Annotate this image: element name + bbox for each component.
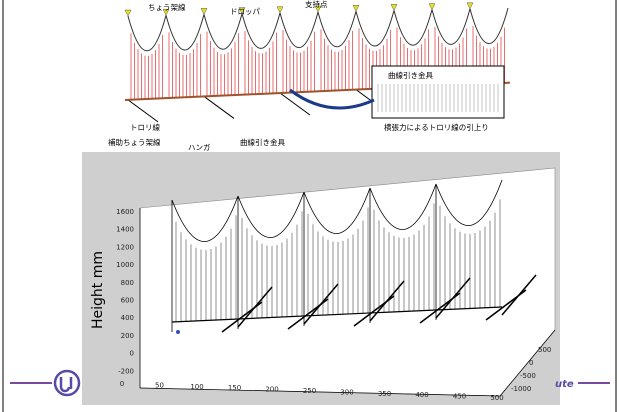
- y-tick-label: -1000: [511, 385, 531, 393]
- y-tick-label: -500: [520, 372, 536, 380]
- label: 補助ちょう架線: [108, 137, 161, 147]
- z-tick-label: 0: [130, 350, 134, 358]
- label: トロリ線: [130, 122, 160, 132]
- y-tick-label: 500: [538, 346, 551, 354]
- x-tick-label: 300: [340, 388, 353, 396]
- x-tick-label: 100: [190, 383, 203, 391]
- x-tick-label: 200: [265, 386, 278, 394]
- x-tick-label: 150: [228, 384, 241, 392]
- x-tick-label: 500: [490, 394, 503, 402]
- x-tick-label: 250: [303, 387, 316, 395]
- footer-text: ute: [555, 379, 574, 390]
- z-tick-label: 1400: [116, 226, 134, 234]
- label: ハンガ: [188, 142, 211, 152]
- label: ちょう架線: [148, 2, 186, 12]
- label: 曲線引き金具: [388, 70, 433, 80]
- x-tick-label: 50: [155, 381, 164, 389]
- x-tick-label: 450: [453, 393, 466, 401]
- label: 曲線引き金具: [240, 137, 285, 147]
- z-tick-label: -200: [118, 367, 134, 375]
- x-tick-label: 0: [120, 380, 124, 388]
- z-tick-label: 800: [121, 279, 134, 287]
- z-tick-label: 1000: [116, 261, 134, 269]
- slide: ちょう架線ドロッパ支持点トロリ線補助ちょう架線ハンガ曲線引き金具曲線引き金具横張…: [0, 0, 619, 412]
- z-tick-label: 1200: [116, 243, 134, 251]
- x-tick-label: 400: [415, 391, 428, 399]
- y-tick-label: 0: [529, 359, 533, 367]
- z-tick-label: 600: [121, 297, 134, 305]
- z-tick-label: 200: [121, 332, 134, 340]
- z-tick-label: 1600: [116, 208, 134, 216]
- label: ドロッパ: [230, 7, 260, 16]
- axis-label: Height mm: [90, 251, 106, 329]
- label: 横張力によるトロリ線の引上り: [384, 122, 489, 132]
- z-tick-label: 400: [121, 314, 134, 322]
- x-tick-label: 350: [378, 390, 391, 398]
- label: 支持点: [305, 0, 328, 9]
- marker: [176, 330, 180, 334]
